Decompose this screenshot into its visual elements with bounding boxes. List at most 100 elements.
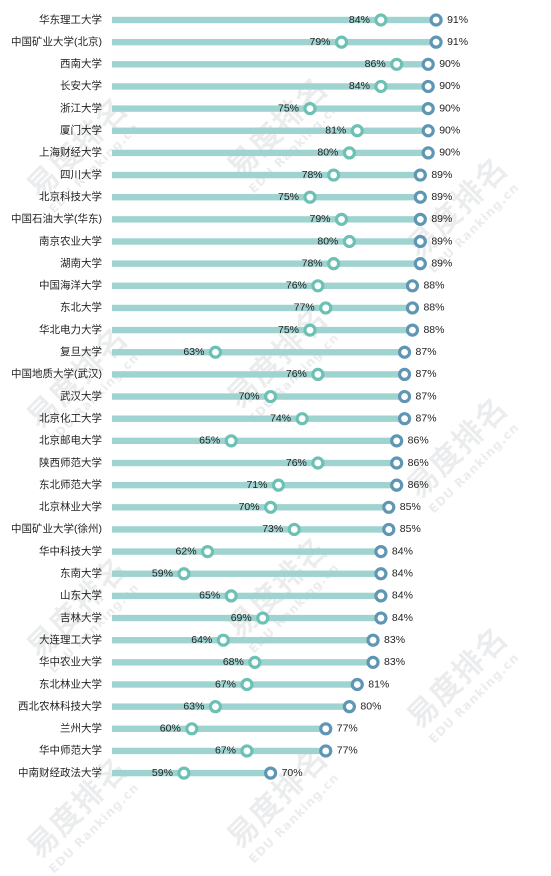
category-label: 西北农林科技大学 [18, 699, 102, 712]
range-bar [112, 171, 421, 179]
range-bar [112, 149, 429, 157]
high-value-marker [421, 146, 435, 160]
high-value-label: 84% [392, 612, 413, 624]
high-value-label: 86% [408, 457, 429, 469]
high-value-label: 87% [416, 346, 437, 358]
category-label: 浙江大学 [60, 101, 102, 114]
row-group: 北京化工大学 74% 87% [39, 411, 437, 426]
low-value-label: 70% [239, 390, 260, 402]
category-label: 南京农业大学 [39, 234, 102, 247]
low-value-marker [240, 677, 254, 692]
category-label: 上海财经大学 [39, 146, 102, 159]
high-value-marker [350, 677, 364, 692]
high-value-label: 77% [337, 745, 358, 757]
high-value-label: 77% [337, 723, 358, 735]
range-bar [112, 38, 437, 46]
category-label: 北京林业大学 [39, 500, 102, 513]
low-value-label: 71% [246, 479, 267, 491]
high-value-marker [374, 544, 388, 559]
low-value-marker [264, 500, 278, 514]
range-bar [112, 747, 326, 755]
high-value-label: 89% [431, 235, 452, 247]
row-group: 中国石油大学(华东) 79% 89% [11, 212, 452, 226]
high-value-marker [421, 57, 435, 71]
high-value-marker [382, 500, 396, 514]
category-label: 中国地质大学(武汉) [11, 367, 102, 380]
range-bar [112, 703, 350, 710]
high-value-marker [319, 744, 333, 758]
range-bar [112, 326, 413, 334]
category-label: 山东大学 [60, 589, 102, 602]
category-label: 中南财经政法大学 [18, 766, 102, 779]
high-value-marker [366, 655, 380, 669]
low-value-label: 69% [231, 612, 252, 624]
low-value-label: 84% [349, 14, 370, 26]
category-label: 武汉大学 [60, 389, 102, 402]
range-bar [112, 393, 405, 400]
row-group: 东北林业大学 67% 81% [39, 677, 389, 692]
high-value-marker [429, 35, 443, 49]
high-value-marker [374, 589, 388, 603]
row-group: 西南大学 86% 90% [60, 57, 460, 71]
high-value-marker [413, 257, 427, 271]
low-value-marker [303, 323, 317, 337]
high-value-label: 90% [439, 102, 460, 114]
low-value-marker [271, 478, 286, 492]
low-value-label: 76% [286, 457, 307, 469]
row-group: 中国矿业大学(徐州) 73% 85% [11, 522, 421, 537]
row-group: 北京邮电大学 65% 86% [39, 434, 429, 448]
row-group: 中国矿业大学(北京) 79% 91% [11, 35, 468, 49]
high-value-marker [397, 367, 412, 381]
row-group: 南京农业大学 80% 89% [39, 234, 452, 249]
category-label: 湖南大学 [60, 256, 102, 269]
range-bar [112, 16, 437, 24]
high-value-marker [366, 633, 380, 647]
high-value-label: 90% [439, 80, 460, 92]
range-bar [112, 216, 421, 223]
high-value-label: 88% [423, 324, 444, 336]
high-value-label: 89% [431, 191, 452, 203]
low-value-marker [311, 367, 325, 381]
low-value-label: 75% [278, 102, 299, 114]
row-group: 厦门大学 81% 90% [60, 124, 460, 138]
range-bar [112, 570, 381, 577]
range-bar [112, 127, 429, 134]
low-value-marker [374, 13, 388, 27]
row-group: 中国地质大学(武汉) 76% 87% [11, 367, 437, 381]
range-bar [112, 83, 429, 90]
low-value-marker [342, 146, 356, 160]
high-value-label: 86% [408, 479, 429, 491]
low-value-marker [224, 589, 238, 603]
row-group: 陕西师范大学 76% 86% [39, 456, 429, 470]
row-group: 中国海洋大学 76% 88% [39, 279, 444, 293]
low-value-marker [374, 79, 388, 94]
high-value-marker [264, 766, 278, 780]
low-value-marker [185, 722, 199, 736]
low-value-marker [311, 456, 325, 470]
category-label: 北京化工大学 [39, 411, 102, 424]
low-value-label: 63% [183, 346, 204, 358]
low-value-marker [334, 212, 349, 226]
low-value-marker [390, 57, 404, 71]
category-label: 复旦大学 [60, 345, 102, 358]
low-value-marker [240, 744, 254, 758]
range-bar [112, 105, 429, 112]
high-value-label: 83% [384, 634, 405, 646]
high-value-label: 83% [384, 656, 405, 668]
category-label: 中国矿业大学(徐州) [11, 522, 102, 535]
row-group: 西北农林科技大学 63% 80% [18, 699, 381, 714]
high-value-label: 88% [423, 280, 444, 292]
row-group: 兰州大学 60% 77% [60, 722, 358, 736]
low-value-label: 67% [215, 678, 236, 690]
category-label: 兰州大学 [60, 722, 102, 735]
low-value-marker [303, 190, 317, 204]
range-bar [112, 592, 381, 600]
row-group: 吉林大学 69% 84% [60, 611, 413, 625]
row-group: 复旦大学 63% 87% [60, 345, 437, 359]
high-value-label: 81% [368, 678, 389, 690]
category-label: 华东理工大学 [39, 13, 102, 26]
low-value-label: 78% [302, 169, 323, 181]
row-group: 华中科技大学 62% 84% [39, 544, 413, 559]
low-value-label: 75% [278, 191, 299, 203]
row-group: 东南大学 59% 84% [60, 567, 413, 581]
